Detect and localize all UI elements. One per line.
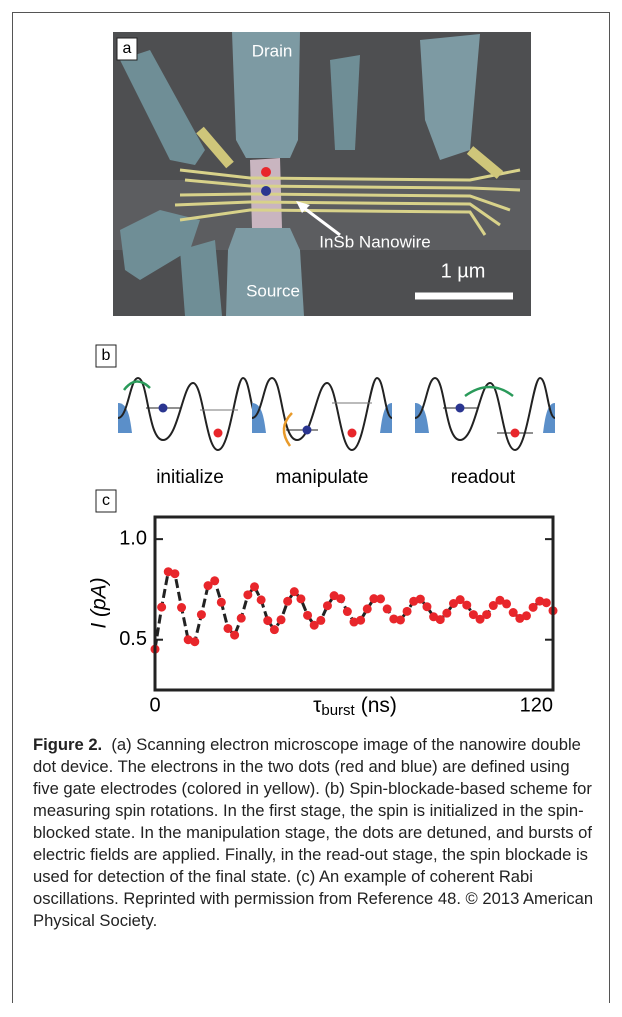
- data-point: [177, 603, 186, 612]
- data-point: [502, 599, 511, 608]
- panel-label: c: [102, 492, 110, 509]
- figure: a Drain Source InSb Nanowire 1 µm b init…: [0, 0, 622, 730]
- data-point: [442, 609, 451, 618]
- data-point: [217, 598, 226, 607]
- x-tick-label: 120: [520, 694, 553, 716]
- data-point: [529, 603, 538, 612]
- y-axis-label: I (pA): [88, 577, 111, 628]
- data-point: [422, 602, 431, 611]
- data-point: [230, 631, 239, 640]
- data-point: [170, 569, 179, 578]
- data-point: [290, 587, 299, 596]
- data-point: [210, 576, 219, 585]
- potential-diagrams: [118, 378, 555, 450]
- data-point: [436, 615, 445, 624]
- stage-label: readout: [451, 467, 516, 488]
- data-point: [482, 610, 491, 619]
- panel-label: a: [123, 40, 132, 57]
- source-label: Source: [246, 281, 300, 300]
- panel-label: b: [102, 347, 111, 364]
- data-point: [542, 598, 551, 607]
- data-point: [257, 595, 266, 604]
- stage-label: manipulate: [276, 467, 369, 488]
- data-point: [316, 616, 325, 625]
- x-label-unit: (ns): [361, 694, 397, 717]
- caption-label: Figure 2.: [33, 735, 102, 754]
- data-point: [356, 616, 365, 625]
- data-point: [197, 610, 206, 619]
- data-point: [522, 611, 531, 620]
- data-point: [376, 594, 385, 603]
- caption: Figure 2. (a) Scanning electron microsco…: [33, 734, 598, 932]
- data-point: [250, 582, 259, 591]
- drain-label: Drain: [252, 41, 293, 60]
- data-point: [243, 590, 252, 599]
- data-point: [190, 637, 199, 646]
- data-point: [323, 601, 332, 610]
- data-point: [283, 597, 292, 606]
- data-point: [383, 604, 392, 613]
- page: a Drain Source InSb Nanowire 1 µm b init…: [0, 0, 622, 1017]
- scale-label: 1 µm: [441, 260, 486, 282]
- data-point: [343, 607, 352, 616]
- data-point: [403, 607, 412, 616]
- data-point: [396, 615, 405, 624]
- stage-label: initialize: [156, 467, 224, 488]
- data-point: [296, 594, 305, 603]
- x-axis-label: τburst(ns): [313, 694, 397, 719]
- data-point: [363, 604, 372, 613]
- data-point: [237, 614, 246, 623]
- y-tick-label: 1.0: [119, 527, 147, 549]
- data-point: [270, 625, 279, 634]
- data-point: [157, 603, 166, 612]
- data-point: [303, 611, 312, 620]
- caption-text: (a) Scanning electron microscope image o…: [33, 735, 593, 930]
- data-point: [263, 616, 272, 625]
- data-point: [416, 595, 425, 604]
- wire-label: InSb Nanowire: [319, 232, 431, 251]
- data-point: [223, 624, 232, 633]
- y-tick-label: 0.5: [119, 628, 147, 650]
- data-point: [462, 601, 471, 610]
- data-point: [336, 594, 345, 603]
- x-label-subscript: burst: [321, 702, 355, 719]
- x-tick-label: 0: [149, 694, 160, 716]
- data-point: [277, 615, 286, 624]
